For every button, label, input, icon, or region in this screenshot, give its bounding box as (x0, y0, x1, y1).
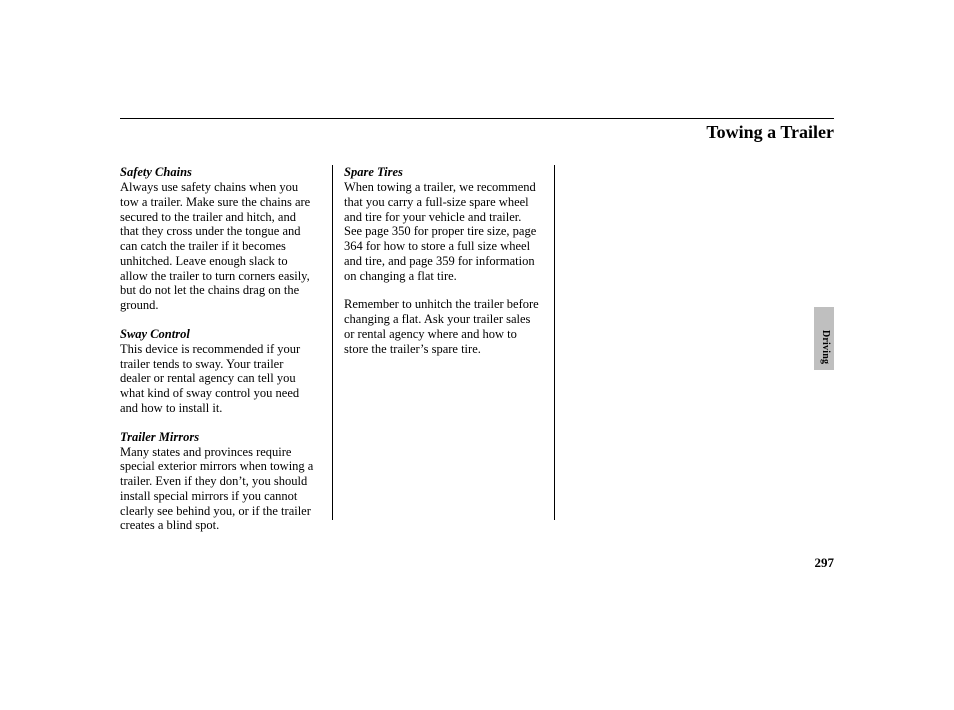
page-number: 297 (815, 555, 835, 571)
section-heading: Safety Chains (120, 165, 316, 180)
section-heading: Sway Control (120, 327, 316, 342)
section-body: Many states and provinces require specia… (120, 445, 316, 534)
column-1: Safety Chains Always use safety chains w… (120, 165, 330, 547)
section-tab-label: Driving (820, 330, 831, 364)
manual-page: Towing a Trailer Safety Chains Always us… (0, 0, 954, 710)
column-divider (554, 165, 555, 520)
content-columns: Safety Chains Always use safety chains w… (120, 165, 560, 547)
section-heading: Trailer Mirrors (120, 430, 316, 445)
section-body: This device is recommended if your trail… (120, 342, 316, 416)
page-title: Towing a Trailer (706, 122, 834, 143)
section-body: Always use safety chains when you tow a … (120, 180, 316, 313)
section-body: Remember to unhitch the trailer before c… (344, 297, 540, 356)
section-heading: Spare Tires (344, 165, 540, 180)
column-2: Spare Tires When towing a trailer, we re… (330, 165, 540, 547)
column-divider (332, 165, 333, 520)
section-body: When towing a trailer, we recommend that… (344, 180, 540, 283)
top-rule (120, 118, 834, 119)
